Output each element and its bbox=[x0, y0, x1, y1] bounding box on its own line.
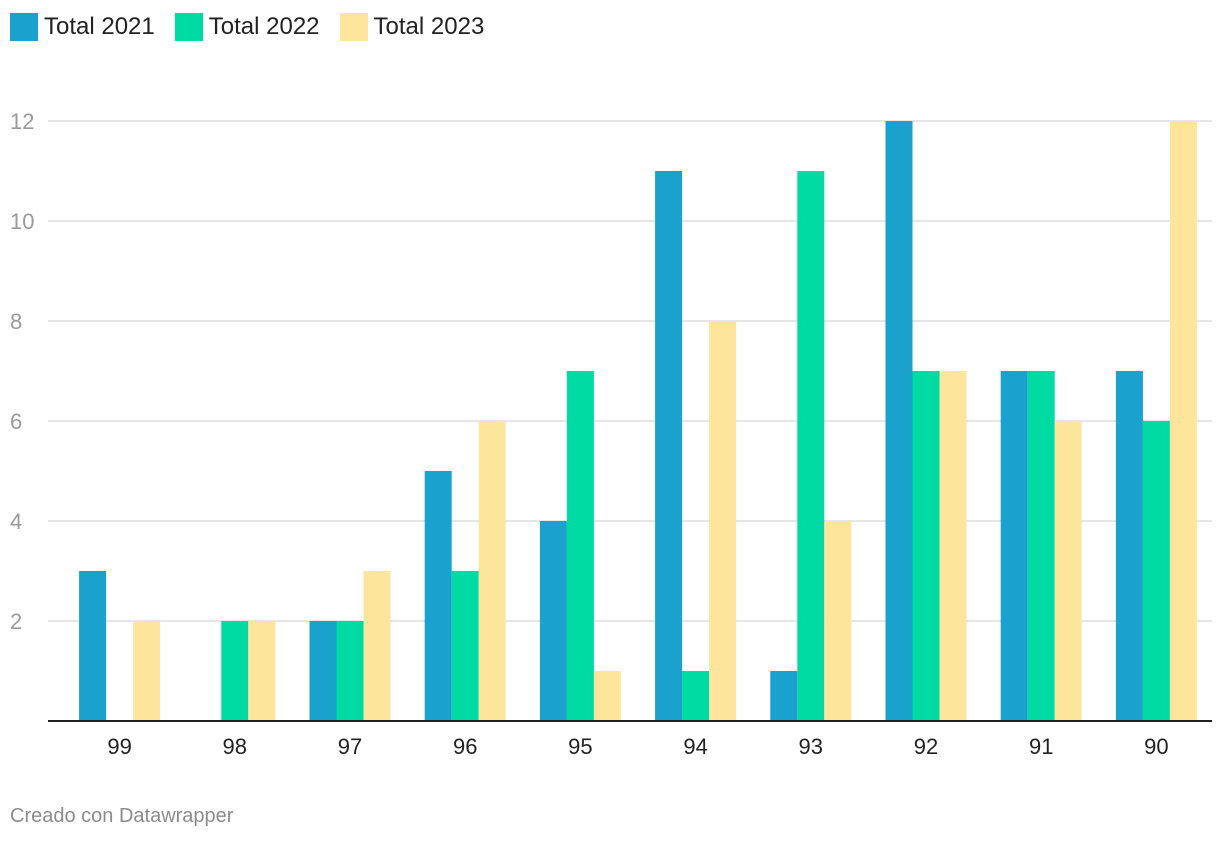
bar-total-2022-94[interactable] bbox=[682, 671, 710, 721]
bar-total-2022-96[interactable] bbox=[451, 571, 479, 721]
y-tick-label: 4 bbox=[10, 509, 22, 534]
bar-total-2022-98[interactable] bbox=[221, 621, 249, 721]
bar-total-2023-97[interactable] bbox=[363, 571, 391, 721]
bar-total-2023-99[interactable] bbox=[133, 621, 161, 721]
bar-total-2023-92[interactable] bbox=[939, 371, 967, 721]
x-tick-label: 98 bbox=[223, 734, 247, 759]
legend-item-2022[interactable]: Total 2022 bbox=[174, 13, 320, 41]
bar-total-2022-92[interactable] bbox=[912, 371, 940, 721]
bar-total-2021-97[interactable] bbox=[309, 621, 337, 721]
legend-swatch-2021 bbox=[10, 13, 38, 41]
bar-total-2023-90[interactable] bbox=[1169, 121, 1197, 721]
footer-credit: Creado con Datawrapper bbox=[10, 805, 234, 827]
x-tick-label: 90 bbox=[1144, 734, 1168, 759]
x-axis-ticks: 99 98 97 96 95 94 93 92 91 90 bbox=[107, 734, 1168, 759]
bar-total-2021-93[interactable] bbox=[770, 671, 798, 721]
x-tick-label: 94 bbox=[683, 734, 707, 759]
bar-total-2023-93[interactable] bbox=[824, 521, 852, 721]
bar-total-2021-90[interactable] bbox=[1115, 371, 1143, 721]
legend-swatch-2023 bbox=[339, 13, 368, 41]
bar-total-2022-93[interactable] bbox=[797, 171, 825, 721]
bar-total-2021-99[interactable] bbox=[79, 571, 107, 721]
y-tick-label: 2 bbox=[10, 609, 22, 634]
bars bbox=[79, 121, 1197, 721]
legend-label-2022: Total 2022 bbox=[208, 13, 320, 40]
y-tick-label: 12 bbox=[10, 109, 34, 134]
legend: Total 2021 Total 2022 Total 2023 bbox=[10, 10, 484, 44]
legend-label-2023: Total 2023 bbox=[373, 13, 485, 40]
x-tick-label: 97 bbox=[338, 734, 362, 759]
bar-total-2023-98[interactable] bbox=[248, 621, 276, 721]
y-axis-ticks: 2 4 6 8 10 12 bbox=[10, 109, 34, 634]
bar-total-2023-94[interactable] bbox=[709, 321, 737, 721]
bar-total-2023-91[interactable] bbox=[1054, 421, 1082, 721]
y-tick-label: 8 bbox=[10, 309, 22, 334]
x-tick-label: 95 bbox=[568, 734, 592, 759]
x-tick-label: 91 bbox=[1029, 734, 1053, 759]
x-tick-label: 92 bbox=[914, 734, 938, 759]
legend-item-2023[interactable]: Total 2023 bbox=[339, 13, 485, 41]
x-tick-label: 96 bbox=[453, 734, 477, 759]
bar-total-2023-96[interactable] bbox=[478, 421, 506, 721]
bar-total-2022-97[interactable] bbox=[336, 621, 364, 721]
bar-total-2021-91[interactable] bbox=[1000, 371, 1028, 721]
bar-total-2021-96[interactable] bbox=[424, 471, 452, 721]
y-tick-label: 10 bbox=[10, 209, 34, 234]
bar-total-2021-95[interactable] bbox=[539, 521, 567, 721]
bar-total-2022-90[interactable] bbox=[1142, 421, 1170, 721]
legend-swatch-2022 bbox=[174, 13, 203, 41]
x-tick-label: 93 bbox=[799, 734, 823, 759]
bar-total-2023-95[interactable] bbox=[593, 671, 621, 721]
legend-label-2021: Total 2021 bbox=[44, 13, 155, 40]
y-tick-label: 6 bbox=[10, 409, 22, 434]
bar-total-2022-95[interactable] bbox=[566, 371, 594, 721]
bar-total-2021-92[interactable] bbox=[885, 121, 913, 721]
legend-item-2021[interactable]: Total 2021 bbox=[10, 13, 155, 41]
x-tick-label: 99 bbox=[107, 734, 131, 759]
bar-total-2021-94[interactable] bbox=[655, 171, 683, 721]
bar-total-2022-91[interactable] bbox=[1027, 371, 1055, 721]
